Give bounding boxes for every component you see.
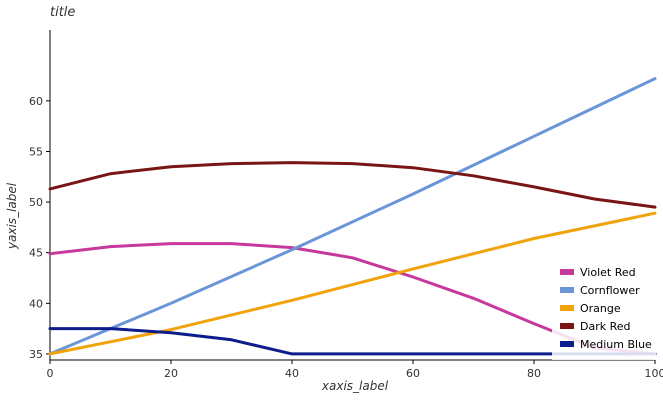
- series-line-orange: [48, 211, 657, 356]
- x-tick-label: 0: [47, 367, 54, 380]
- chart-title: title: [50, 5, 75, 20]
- legend: Violet Red Cornflower Orange Dark Red Medium…: [552, 264, 656, 360]
- y-axis-label: yaxis_label: [5, 182, 19, 250]
- y-tick-label: 50: [29, 196, 43, 209]
- x-tick-label: 40: [285, 367, 299, 380]
- y-tick-label: 45: [29, 247, 43, 260]
- y-tick-label: 35: [29, 348, 43, 361]
- legend-entry: Medium Blue: [580, 338, 652, 351]
- legend-swatch: [560, 341, 574, 347]
- y-tick-label: 55: [29, 145, 43, 158]
- legend-swatch: [560, 305, 574, 311]
- legend-entry: Dark Red: [580, 320, 631, 333]
- y-tick-label: 60: [29, 95, 43, 108]
- x-tick-label: 20: [164, 367, 178, 380]
- legend-swatch: [560, 287, 574, 293]
- y-tick-label: 40: [29, 297, 43, 310]
- legend-entry: Violet Red: [580, 266, 636, 279]
- x-tick-label: 100: [645, 367, 663, 380]
- x-tick-label: 80: [527, 367, 541, 380]
- legend-swatch: [560, 269, 574, 275]
- series-line-dark-red: [48, 161, 657, 209]
- legend-swatch: [560, 323, 574, 329]
- x-axis-label: xaxis_label: [321, 379, 389, 393]
- x-tick-label: 60: [406, 367, 420, 380]
- legend-entry: Orange: [580, 302, 621, 315]
- series-line-cornflower: [48, 77, 657, 356]
- legend-entry: Cornflower: [580, 284, 640, 297]
